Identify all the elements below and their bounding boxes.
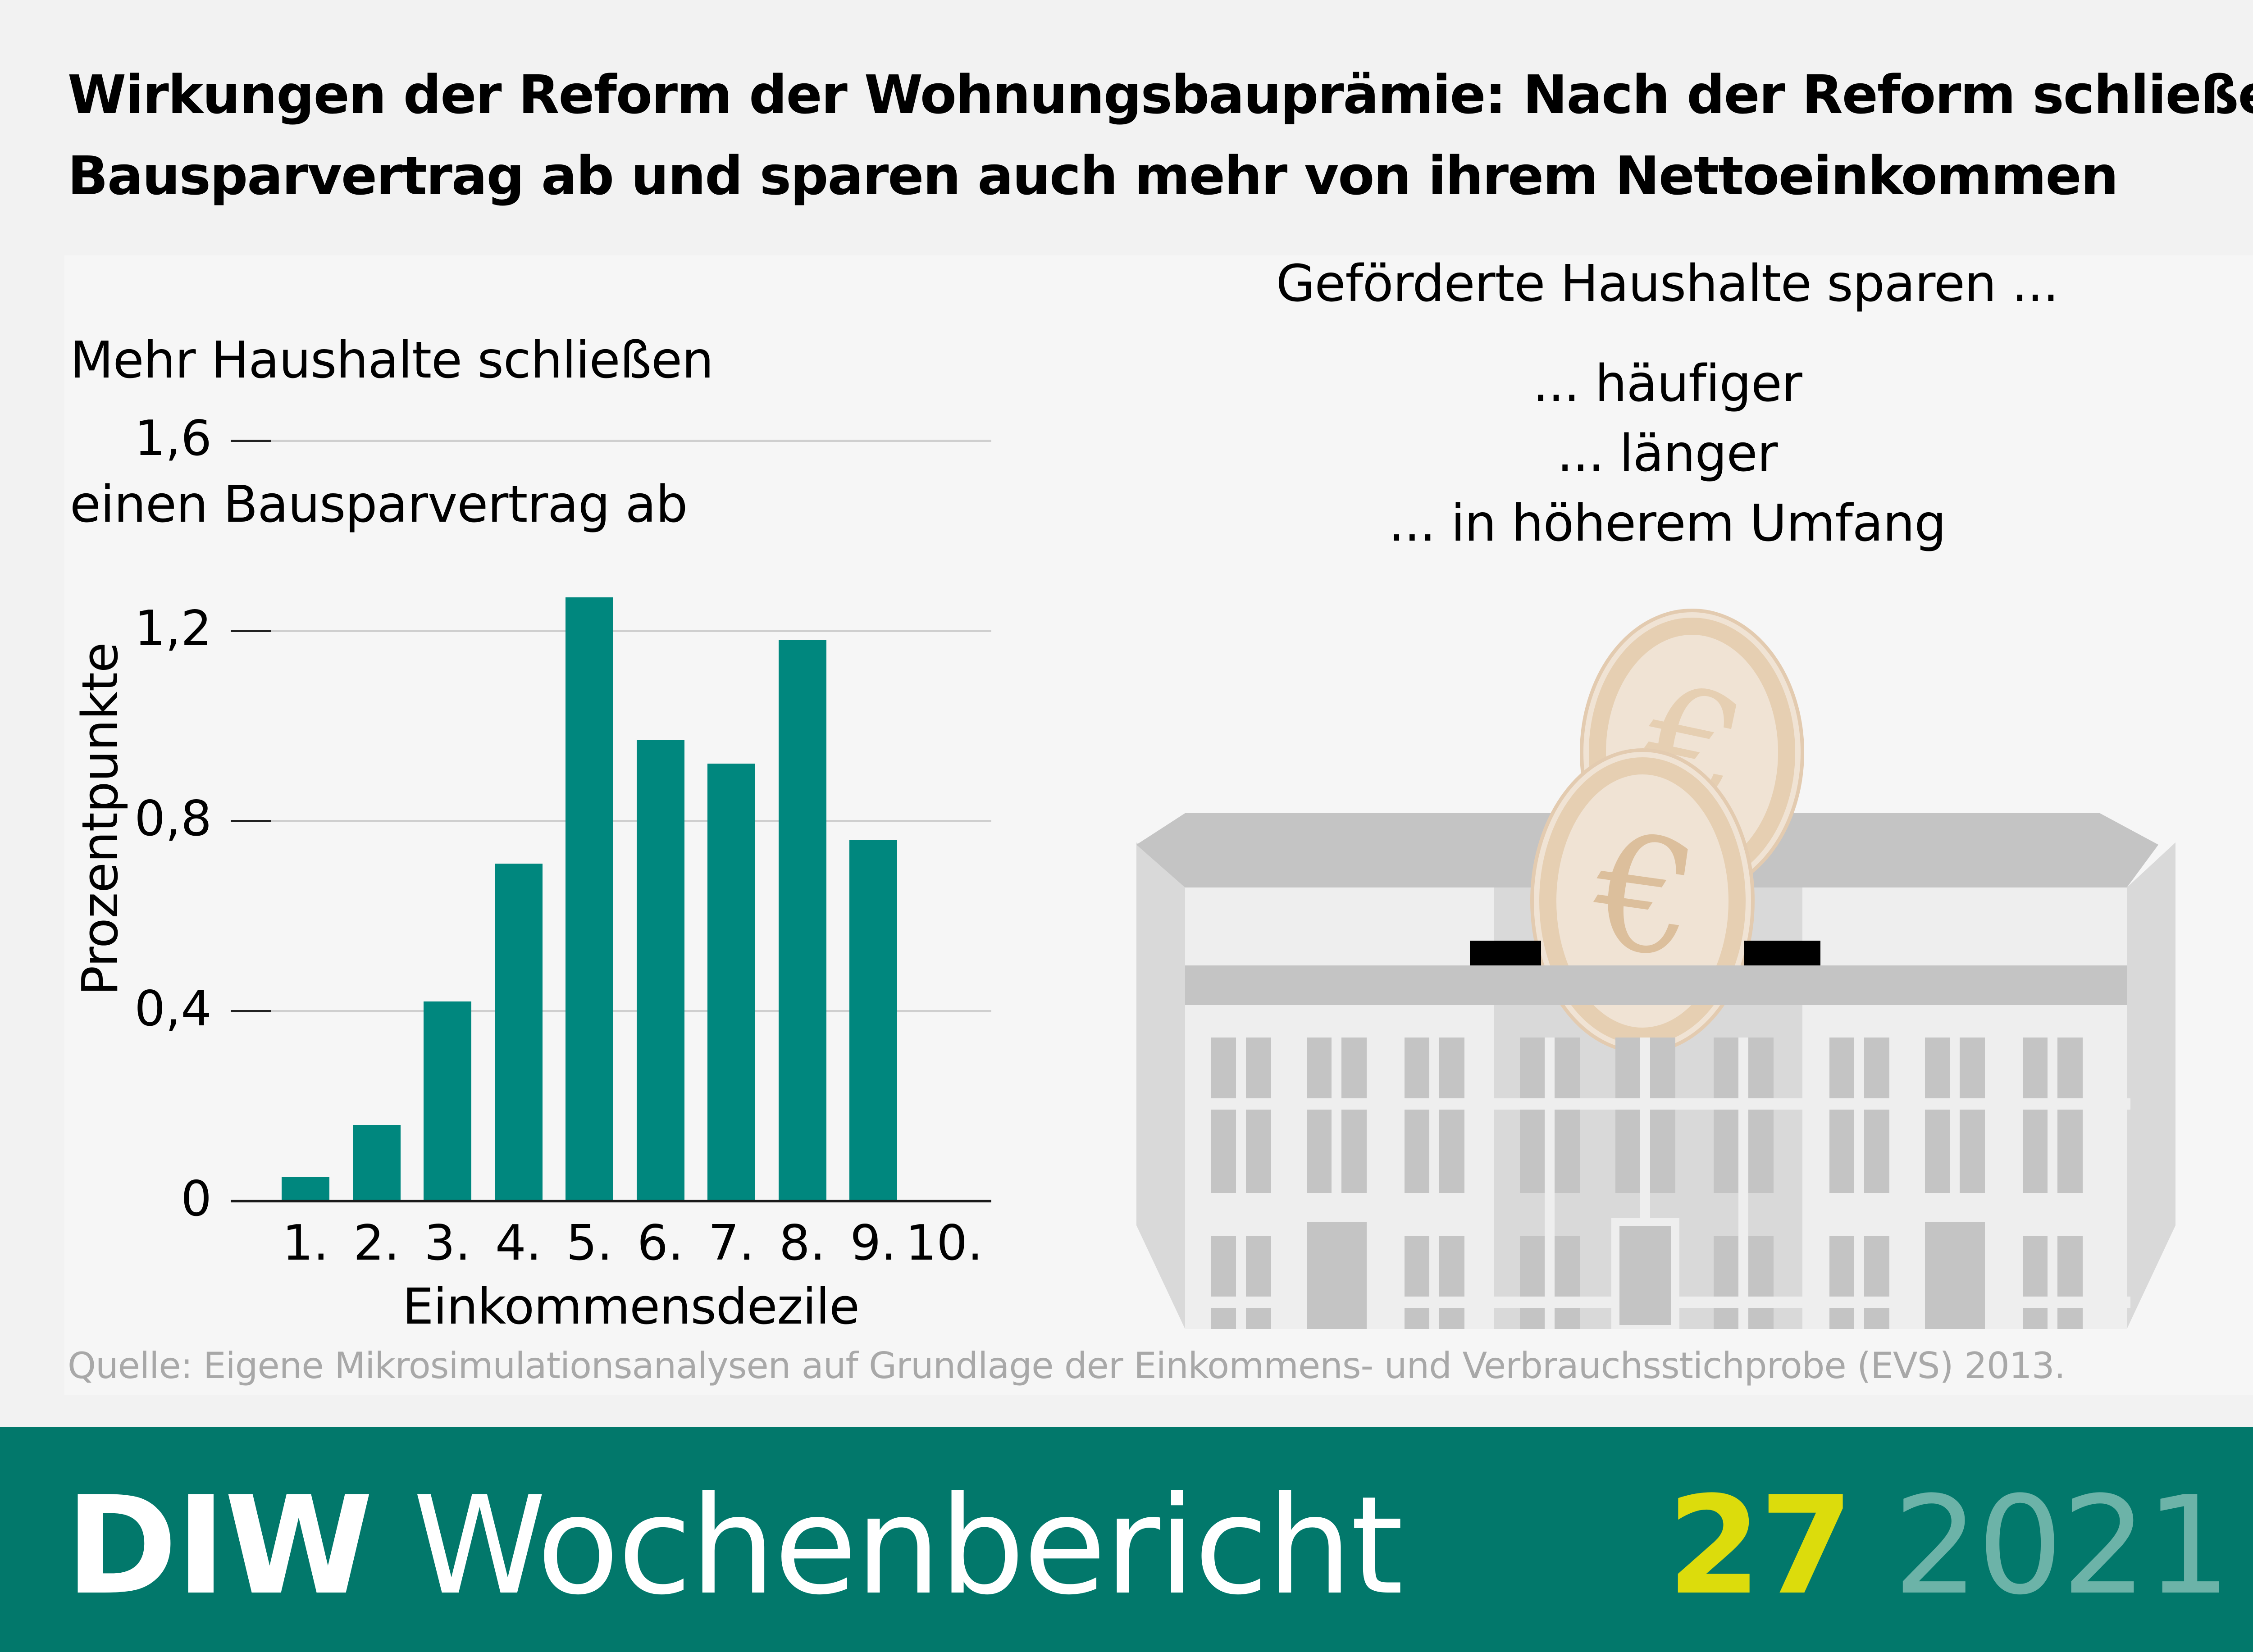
bar <box>707 764 755 1201</box>
bar <box>566 597 613 1201</box>
left-chart-subtitle: Mehr Haushalte schließen einen Bausparve… <box>70 252 714 613</box>
left-subtitle-line2: einen Bausparvertrag ab <box>70 475 688 534</box>
y-tick-mark <box>231 1010 271 1012</box>
bar <box>352 1125 401 1201</box>
bar <box>636 740 684 1201</box>
middle-line-1: ... häufiger <box>1532 355 1802 413</box>
middle-heading: Geförderte Haushalte sparen ... <box>1276 255 2059 313</box>
footer-issue: 27 2021 <box>1667 1479 2231 1614</box>
x-axis-label: Einkommensdezile <box>402 1278 860 1335</box>
middle-line-2: ... länger <box>1557 424 1778 483</box>
x-tick-label: 8. <box>779 1215 826 1271</box>
x-tick-label: 4. <box>495 1215 542 1271</box>
bar <box>778 640 826 1201</box>
middle-lines: ... häufiger ... länger ... in höherem U… <box>1217 349 2118 559</box>
x-tick-label: 2. <box>353 1215 400 1271</box>
footer-bar: DIW Wochenbericht 27 2021 DIW BERLIN <box>0 1427 2253 1652</box>
y-tick-label: 0 <box>181 1171 212 1227</box>
bar <box>282 1177 329 1201</box>
euro-coin-icon: € <box>1530 748 1755 1054</box>
y-tick-label: 0,8 <box>134 791 212 847</box>
footer-brand-wochenbericht: Wochenbericht <box>371 1467 1404 1625</box>
y-tick-label: 1,6 <box>134 410 212 467</box>
x-tick-label: 10. <box>905 1215 983 1271</box>
y-axis-label: Prozentpunkte <box>71 642 129 996</box>
gridline <box>270 820 991 822</box>
left-subtitle-line1: Mehr Haushalte schließen <box>70 331 714 390</box>
x-axis-line <box>231 1200 991 1202</box>
x-tick-label: 3. <box>424 1215 471 1271</box>
footer-brand: DIW Wochenbericht <box>65 1479 1404 1614</box>
x-tick-label: 6. <box>637 1215 684 1271</box>
bar <box>849 840 897 1201</box>
bar <box>424 1001 471 1201</box>
issue-number: 27 <box>1667 1467 1853 1625</box>
y-tick-mark <box>231 440 271 442</box>
y-tick-label: 0,4 <box>134 981 212 1037</box>
issue-year: 2021 <box>1893 1467 2231 1625</box>
gridline <box>270 1010 991 1012</box>
x-tick-label: 5. <box>566 1215 613 1271</box>
bar <box>494 863 543 1201</box>
x-tick-label: 7. <box>708 1215 755 1271</box>
y-tick-mark <box>231 630 271 632</box>
middle-line-3: ... in höherem Umfang <box>1388 494 1947 553</box>
x-tick-label: 1. <box>282 1215 329 1271</box>
x-tick-label: 9. <box>850 1215 897 1271</box>
gridline <box>270 440 991 442</box>
footer-brand-diw: DIW <box>65 1467 374 1625</box>
page-title: Wirkungen der Reform der Wohnungsbaupräm… <box>68 64 2253 207</box>
y-tick-mark <box>231 820 271 822</box>
gridline <box>270 630 991 632</box>
source-note: Quelle: Eigene Mikrosimulationsanalysen … <box>68 1345 2066 1387</box>
y-tick-label: 1,2 <box>134 601 212 657</box>
building-icon: € € <box>1136 609 2175 1329</box>
